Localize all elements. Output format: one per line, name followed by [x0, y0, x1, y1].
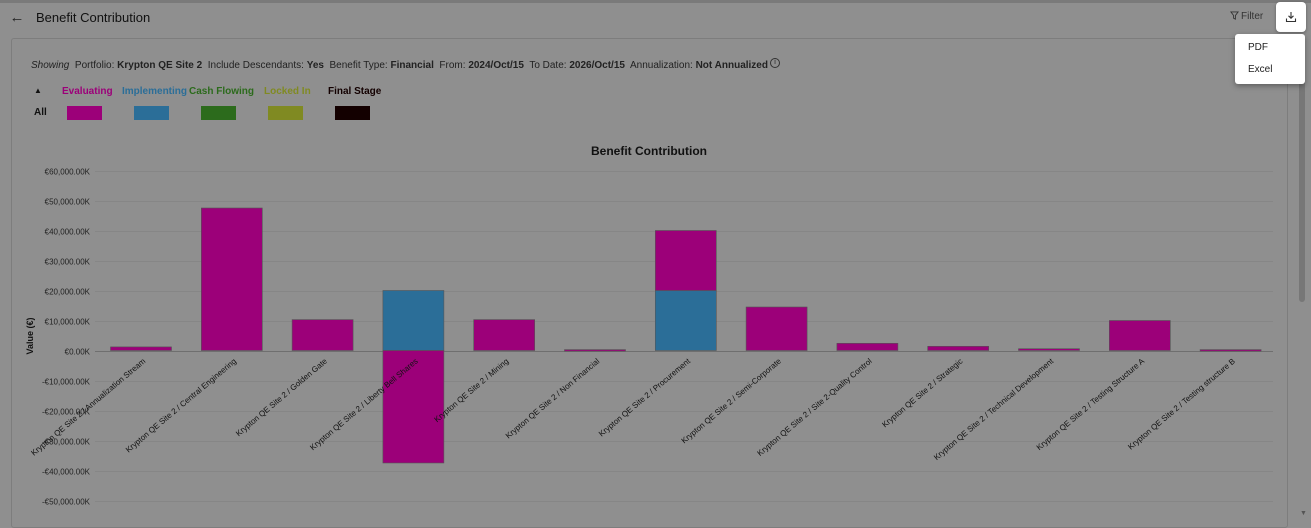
y-tick-label: €0.00K	[65, 348, 91, 357]
from-label: From:	[439, 60, 466, 71]
y-tick-label: -€40,000.00K	[42, 468, 91, 477]
x-category-label: Krypton QE Site 2 / Non Financial	[504, 357, 602, 441]
bar-evaluating	[382, 350, 445, 464]
export-pdf-item[interactable]: PDF	[1248, 42, 1268, 53]
annualization-value: Not Annualized	[695, 60, 768, 71]
stage-evaluating-swatch[interactable]	[67, 106, 102, 120]
stage-final-stage-swatch[interactable]	[335, 106, 370, 120]
arrow-left-icon[interactable]: ←	[9, 9, 25, 26]
y-axis-label: Value (€)	[25, 317, 35, 354]
export-excel-item[interactable]: Excel	[1248, 64, 1273, 75]
export-menu: PDF Excel	[1235, 34, 1305, 84]
bar-evaluating	[1199, 349, 1262, 352]
collapse-icon[interactable]: ▲	[34, 86, 42, 95]
bar-evaluating	[1109, 320, 1171, 351]
y-tick-label: €30,000.00K	[45, 258, 91, 267]
stage-implementing-swatch[interactable]	[134, 106, 169, 120]
stage-locked-in-label[interactable]: Locked In	[264, 86, 311, 97]
bar-evaluating	[654, 230, 717, 291]
page-header: ← Benefit Contribution Filter	[0, 3, 1311, 35]
annualization-label: Annualization:	[629, 60, 693, 71]
page-title: Benefit Contribution	[36, 10, 151, 25]
scrollbar[interactable]	[1299, 40, 1305, 302]
top-border	[0, 0, 1311, 3]
bar-evaluating	[745, 306, 808, 351]
y-tick-label: €50,000.00K	[45, 198, 91, 207]
bar-evaluating	[473, 319, 536, 351]
x-category-label: Krypton QE Site 2 / Testing Structure A	[1035, 356, 1147, 452]
bar-implementing	[654, 290, 717, 351]
stage-all-label[interactable]: All	[34, 107, 47, 118]
x-category-label: Krypton QE Site 2 / Strategic	[880, 357, 964, 430]
y-tick-label: -€30,000.00K	[42, 438, 91, 447]
filter-summary: Showing Portfolio: Krypton QE Site 2 Inc…	[31, 58, 780, 71]
filter-button[interactable]: Filter	[1230, 11, 1263, 22]
descendants-label: Include Descendants:	[207, 60, 304, 71]
y-tick-label: €20,000.00K	[45, 288, 91, 297]
bar-evaluating	[1018, 348, 1080, 351]
stage-evaluating-label[interactable]: Evaluating	[62, 86, 113, 97]
filter-label: Filter	[1241, 11, 1264, 22]
descendants-value: Yes	[306, 60, 324, 71]
bar-implementing	[382, 290, 445, 351]
stage-cash-flowing-label[interactable]: Cash Flowing	[189, 86, 254, 97]
download-icon	[1285, 12, 1297, 23]
y-tick-label: €10,000.00K	[45, 318, 91, 327]
chart-title: Benefit Contribution	[591, 144, 707, 158]
stage-final-stage-label[interactable]: Final Stage	[328, 86, 382, 97]
y-tick-label: -€10,000.00K	[42, 378, 91, 387]
download-button[interactable]	[1276, 2, 1306, 32]
benefit-type-value: Financial	[390, 60, 434, 71]
bar-evaluating	[836, 342, 899, 351]
stage-locked-in-swatch[interactable]	[268, 106, 303, 120]
portfolio-label: Portfolio:	[74, 60, 115, 71]
x-category-label: Krypton QE Site 2 / Procurement	[597, 356, 693, 438]
to-date-label: To Date:	[529, 60, 567, 71]
x-category-label: Krypton QE Site 2 / Site 2-Quality Contr…	[755, 356, 873, 457]
portfolio-value: Krypton QE Site 2	[117, 60, 203, 71]
x-category-label: Krypton QE Site 2 / Testing structure B	[1126, 357, 1237, 452]
funnel-icon	[1230, 11, 1239, 20]
stage-implementing-label[interactable]: Implementing	[122, 86, 188, 97]
benefit-type-label: Benefit Type:	[329, 60, 388, 71]
x-category-label: Krypton QE Site 2 / Golden Gate	[234, 356, 329, 438]
bar-evaluating	[110, 346, 172, 351]
showing-prefix: Showing	[31, 60, 70, 71]
stage-cash-flowing-swatch[interactable]	[201, 106, 236, 120]
y-tick-label: -€50,000.00K	[42, 498, 91, 507]
bar-evaluating	[201, 207, 263, 351]
bar-evaluating	[291, 319, 354, 351]
y-tick-label: €60,000.00K	[45, 168, 91, 177]
bar-evaluating	[564, 349, 626, 352]
info-icon[interactable]: i	[769, 58, 780, 68]
to-date-value: 2026/Oct/15	[569, 60, 625, 71]
scroll-down-icon[interactable]: ▼	[1300, 510, 1307, 517]
y-tick-label: €40,000.00K	[45, 228, 91, 237]
from-value: 2024/Oct/15	[468, 60, 524, 71]
y-tick-label: -€20,000.00K	[42, 408, 91, 417]
x-category-label: Krypton QE Site 2 / Central Engineering	[124, 357, 238, 455]
bar-evaluating	[927, 345, 990, 351]
x-category-label: Krypton QE Site 2 / Semi-Corporate	[680, 356, 784, 445]
